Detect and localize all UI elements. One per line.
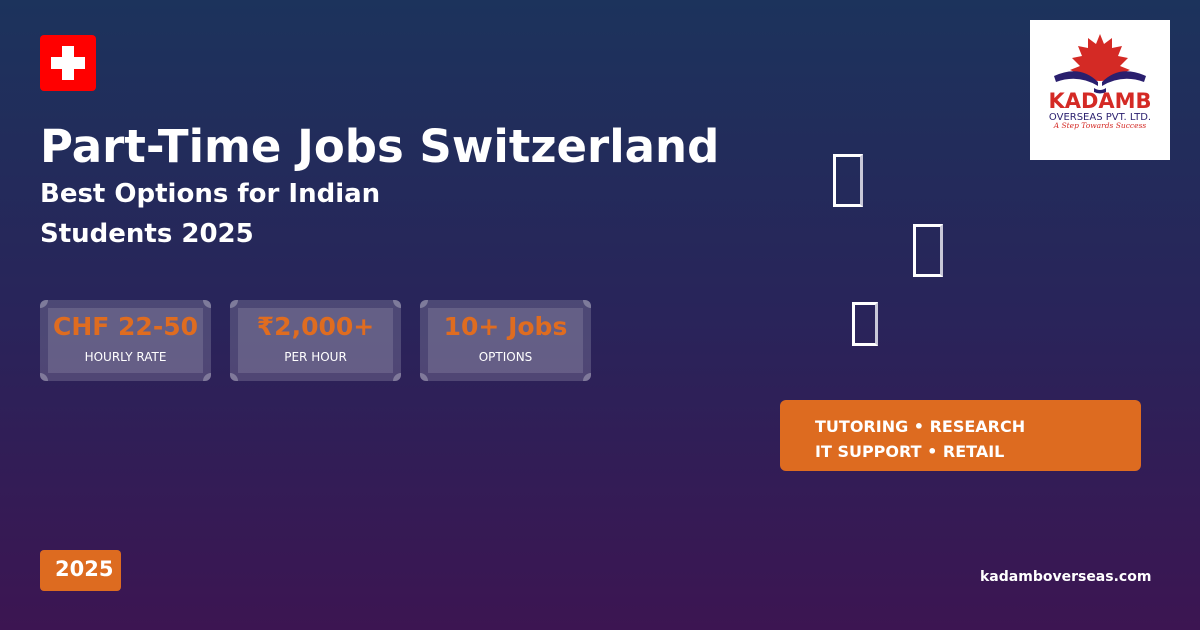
- svg-text:KADAMB: KADAMB: [1048, 89, 1151, 113]
- stat-value: CHF 22-50: [52, 312, 198, 341]
- banner-line-2: IT SUPPORT • RETAIL: [815, 442, 1005, 461]
- website-link[interactable]: kadamboverseas.com: [980, 569, 1152, 585]
- banner-line-1: TUTORING • RESEARCH: [815, 417, 1026, 436]
- stat-card-per-hour: ₹2,000+ PER HOUR: [230, 300, 401, 381]
- stat-card-hourly-rate: CHF 22-50 HOURLY RATE: [40, 300, 211, 381]
- stat-label: OPTIONS: [478, 350, 533, 364]
- stat-label: PER HOUR: [284, 350, 347, 364]
- kadamb-logo: KADAMB OVERSEAS PVT. LTD. A Step Towards…: [1030, 20, 1170, 160]
- stat-card-options: 10+ Jobs OPTIONS: [420, 300, 591, 381]
- page-title: Part-Time Jobs Switzerland: [40, 120, 720, 173]
- stat-value: 10+ Jobs: [443, 312, 568, 341]
- svg-text:A Step Towards Success: A Step Towards Success: [1053, 121, 1147, 130]
- job-types-banner: TUTORING • RESEARCH IT SUPPORT • RETAIL: [780, 400, 1141, 471]
- stat-value: ₹2,000+: [256, 312, 375, 341]
- year-badge: 2025: [40, 550, 121, 591]
- missing-glyph-icon: [852, 302, 878, 346]
- swiss-flag-icon: [40, 35, 96, 91]
- missing-glyph-icon: [833, 154, 863, 207]
- missing-glyph-icon: [913, 224, 943, 277]
- page-subtitle: Best Options for Indian Students 2025: [40, 179, 381, 249]
- svg-text:OVERSEAS PVT. LTD.: OVERSEAS PVT. LTD.: [1049, 112, 1151, 123]
- stat-label: HOURLY RATE: [84, 350, 167, 364]
